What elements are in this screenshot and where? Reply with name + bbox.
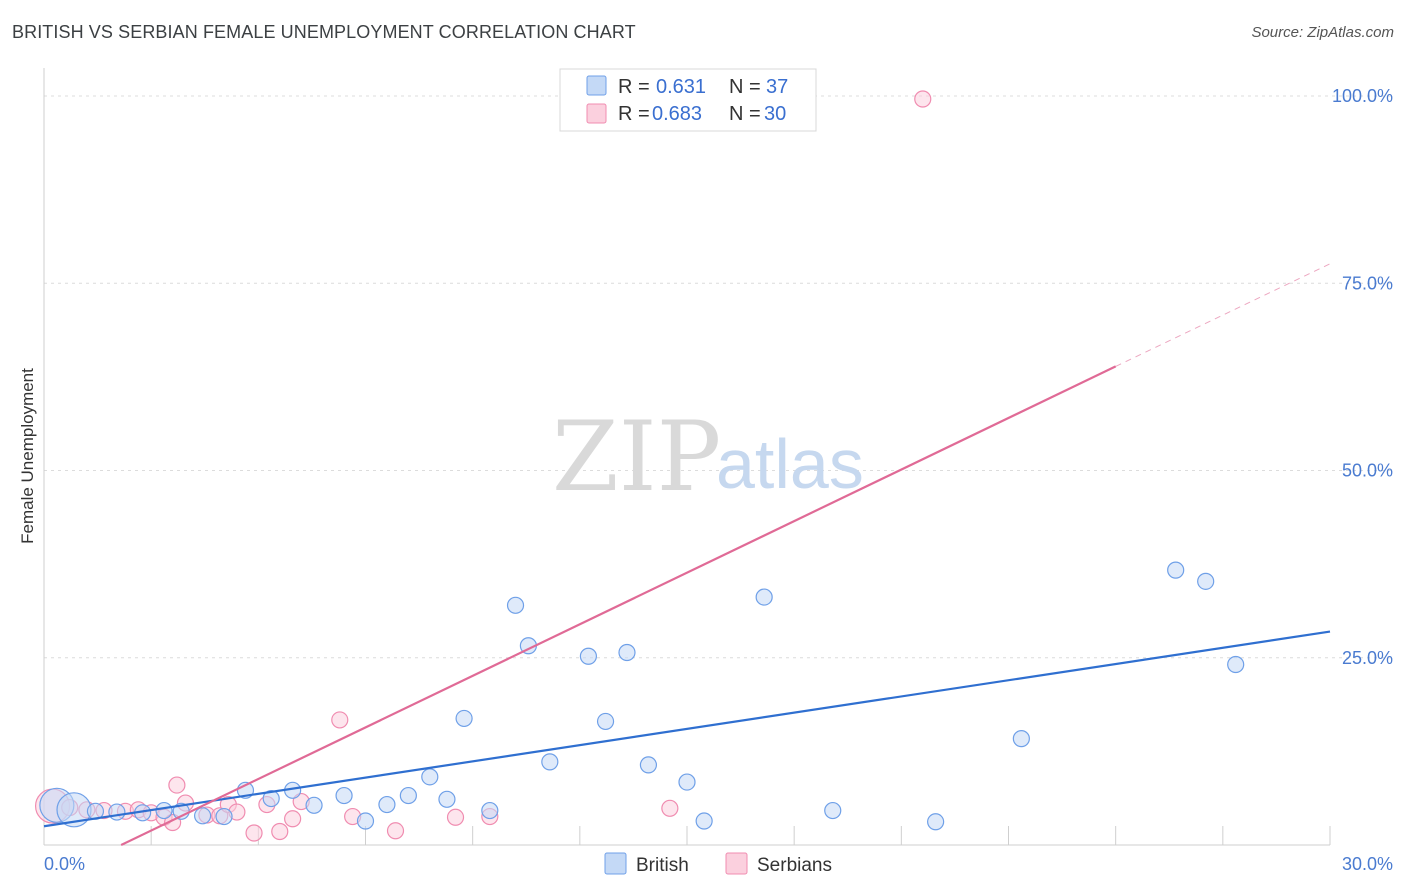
- british-point: [596, 712, 615, 731]
- legend-british-r-value: 0.631: [656, 76, 706, 98]
- serbians-point: [284, 810, 302, 828]
- british-point: [755, 588, 773, 606]
- british-point: [1012, 730, 1030, 748]
- british-point: [481, 801, 499, 820]
- bottom-legend-british-label: British: [636, 855, 689, 876]
- serbians-point: [168, 776, 186, 794]
- y-tick-label: 25.0%: [1342, 648, 1393, 668]
- british-point: [356, 812, 375, 830]
- british-point: [455, 709, 473, 728]
- british-point: [438, 790, 456, 808]
- british-point: [194, 807, 212, 825]
- british-point: [215, 807, 233, 826]
- british-point: [155, 801, 173, 820]
- serbians-trend-line: [120, 365, 1117, 846]
- british-point: [378, 795, 396, 814]
- british-point: [579, 647, 598, 665]
- british-point: [506, 596, 525, 614]
- british-point: [618, 643, 636, 662]
- legend-british-r-label: R =: [618, 76, 650, 98]
- watermark-zip: ZIP: [552, 401, 721, 513]
- british-point: [1227, 655, 1245, 674]
- british-point: [335, 786, 353, 805]
- british-point: [262, 789, 280, 808]
- british-points: [39, 561, 1245, 831]
- y-tick-label: 75.0%: [1342, 273, 1393, 293]
- y-tick-labels: 25.0% 50.0% 75.0% 100.0%: [1332, 86, 1393, 668]
- british-point: [639, 756, 658, 774]
- british-point: [695, 812, 713, 830]
- y-tick-label: 50.0%: [1342, 461, 1393, 481]
- serbians-point: [914, 90, 932, 108]
- british-point: [399, 786, 417, 805]
- legend-british-n-value: 37: [766, 76, 788, 98]
- british-point: [1167, 561, 1185, 579]
- bottom-legend-swatch-british: [604, 852, 627, 875]
- serbians-trend-extension: [1115, 263, 1331, 367]
- british-point: [824, 801, 842, 820]
- x-tick-label-max: 30.0%: [1342, 854, 1393, 874]
- british-point: [1197, 572, 1215, 590]
- serbians-point: [386, 822, 405, 840]
- legend-serbians-n-label: N =: [729, 103, 761, 125]
- legend-swatch-serbians: [586, 103, 607, 124]
- serbians-point: [331, 711, 349, 729]
- serbians-point: [446, 808, 465, 826]
- serbians-point: [661, 799, 679, 817]
- x-tick-label-min: 0.0%: [44, 854, 85, 874]
- bottom-legend: British Serbians: [604, 852, 832, 876]
- y-axis-label: Female Unemployment: [18, 368, 37, 544]
- bottom-legend-serbians-label: Serbians: [757, 855, 832, 876]
- source-label: Source: ZipAtlas.com: [1251, 24, 1394, 41]
- trend-lines: [43, 263, 1331, 846]
- british-point: [108, 803, 126, 821]
- bottom-legend-swatch-serbians: [725, 852, 748, 875]
- serbians-point: [245, 824, 263, 842]
- legend-serbians-r-label: R =: [618, 103, 650, 125]
- x-tick-marks: [43, 826, 1331, 845]
- british-point: [678, 773, 696, 791]
- legend: R = 0.631 N = 37 R = 0.683 N = 30: [559, 68, 817, 132]
- chart-title: BRITISH VS SERBIAN FEMALE UNEMPLOYMENT C…: [12, 22, 636, 42]
- british-point: [421, 768, 439, 786]
- british-point: [305, 796, 323, 814]
- british-point: [927, 813, 945, 831]
- serbians-point: [271, 822, 289, 841]
- legend-swatch-british: [586, 75, 607, 96]
- british-trend-line: [43, 630, 1331, 828]
- watermark-atlas: atlas: [716, 425, 864, 503]
- british-point: [541, 753, 559, 771]
- legend-serbians-r-value: 0.683: [652, 103, 702, 125]
- legend-british-n-label: N =: [729, 76, 761, 98]
- y-tick-label: 100.0%: [1332, 86, 1393, 106]
- legend-serbians-n-value: 30: [764, 103, 786, 125]
